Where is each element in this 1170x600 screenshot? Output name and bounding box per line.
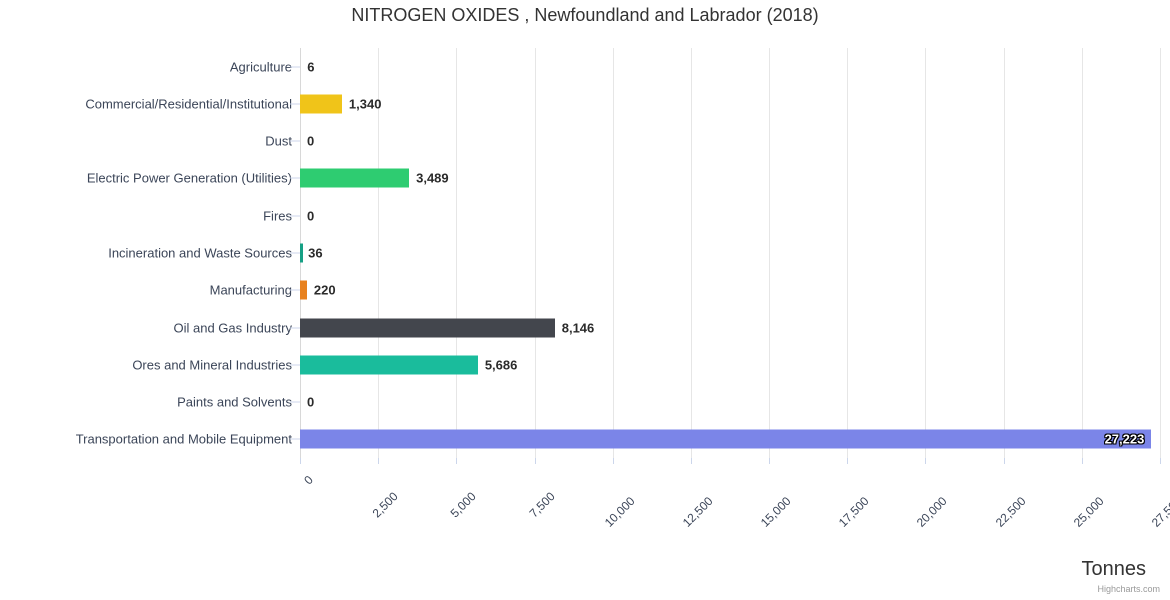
highcharts-credit: Highcharts.com [1097,584,1160,594]
x-tick-mark [534,458,536,464]
category-label: Oil and Gas Industry [173,320,293,336]
gridline [1160,48,1161,458]
gridline [925,48,927,458]
bar-value-label: 27,223 [1104,431,1145,447]
bar[interactable] [300,318,555,338]
x-axis-tick-label: 12,500 [679,493,716,530]
x-tick-mark [847,458,849,464]
category-label: Electric Power Generation (Utilities) [86,170,292,186]
y-tick-mark [290,327,300,329]
x-tick-mark [456,458,458,464]
x-tick-mark [612,458,614,464]
bar-row[interactable]: Agriculture 6 [0,48,1170,85]
bar[interactable] [300,429,1152,449]
x-tick-mark [1160,458,1161,464]
category-label: Commercial/Residential/Institutional [85,96,292,112]
bar-value-label: 3,489 [416,170,449,186]
x-axis-tick-label: 15,000 [757,493,794,530]
gridline [456,48,458,458]
x-axis-tick-label: 20,000 [914,493,951,530]
bar[interactable] [300,280,307,300]
y-tick-mark [290,364,300,366]
x-axis-tick-label: 22,500 [992,493,1029,530]
gridline [690,48,692,458]
bar-value-label: 0 [307,133,315,149]
y-tick-mark [290,103,300,105]
x-tick-mark [925,458,927,464]
bar-row[interactable]: Paints and Solvents 0 [0,383,1170,420]
bar[interactable] [300,94,342,114]
x-axis-tick-label: 0 [301,472,316,488]
bar-row[interactable]: Ores and Mineral Industries 5,686 [0,346,1170,383]
category-label: Agriculture [229,59,292,75]
bar-value-label: 1,340 [348,96,382,112]
x-axis-tick-label: 17,500 [836,493,872,530]
y-tick-mark [290,401,300,403]
gridline [1003,48,1005,458]
category-label: Manufacturing [209,282,292,298]
category-label: Paints and Solvents [177,394,292,410]
gridline [534,48,536,458]
x-tick-mark [1003,458,1005,464]
category-label: Incineration and Waste Sources [108,245,292,261]
x-tick-mark [300,458,301,464]
x-tick-mark [1081,458,1083,464]
bar-value-label: 0 [307,208,315,224]
y-tick-mark [290,252,300,254]
bar-row[interactable]: Commercial/Residential/Institutional 1,34… [0,85,1170,122]
chart-title: NITROGEN OXIDES , Newfoundland and Labra… [351,5,819,25]
x-axis-tick-label: 10,000 [601,493,638,530]
bar-value-label: 5,686 [484,357,518,373]
gridline [769,48,771,458]
y-tick-mark [290,438,300,440]
category-label: Ores and Mineral Industries [132,357,292,373]
bar-value-label: 8,146 [561,320,595,336]
bar-value-label: 36 [308,245,323,261]
y-tick-mark [290,66,300,68]
bar-value-label: 220 [313,282,336,298]
category-label: Dust [265,133,292,149]
bar-row[interactable]: Manufacturing 220 [0,272,1170,309]
gridline [1081,48,1083,458]
gridline [378,48,380,458]
x-tick-mark [769,458,771,464]
gridline [847,48,849,458]
y-tick-mark [290,140,300,142]
bar-row[interactable]: Transportation and Mobile Equipment 27,22… [0,421,1170,458]
bar-row[interactable]: Incineration and Waste Sources 36 [0,234,1170,271]
y-tick-mark [290,177,300,179]
y-tick-mark [290,215,300,217]
x-axis-title: Tonnes [1081,558,1147,580]
x-axis-tick-label: 2,500 [369,489,401,521]
bar[interactable] [300,355,478,375]
category-label: Transportation and Mobile Equipment [75,431,292,447]
x-tick-mark [690,458,692,464]
bar-row[interactable]: Oil and Gas Industry 8,146 [0,309,1170,346]
bar-value-label: 0 [307,394,315,410]
x-axis-tick-label: 25,000 [1070,493,1107,530]
x-axis-tick-label: 5,000 [447,489,480,521]
x-axis-tick-label: 7,500 [526,489,558,521]
bar-row[interactable]: Dust 0 [0,123,1170,160]
category-label: Fires [263,208,292,224]
bar-value-label: 6 [307,59,315,75]
bar[interactable] [300,168,410,188]
bar-row[interactable]: Fires 0 [0,197,1170,234]
gridline [612,48,614,458]
bar-row[interactable]: Electric Power Generation (Utilities) 3,4… [0,160,1170,197]
x-tick-mark [378,458,380,464]
y-tick-mark [290,289,300,291]
bar[interactable] [300,243,303,263]
